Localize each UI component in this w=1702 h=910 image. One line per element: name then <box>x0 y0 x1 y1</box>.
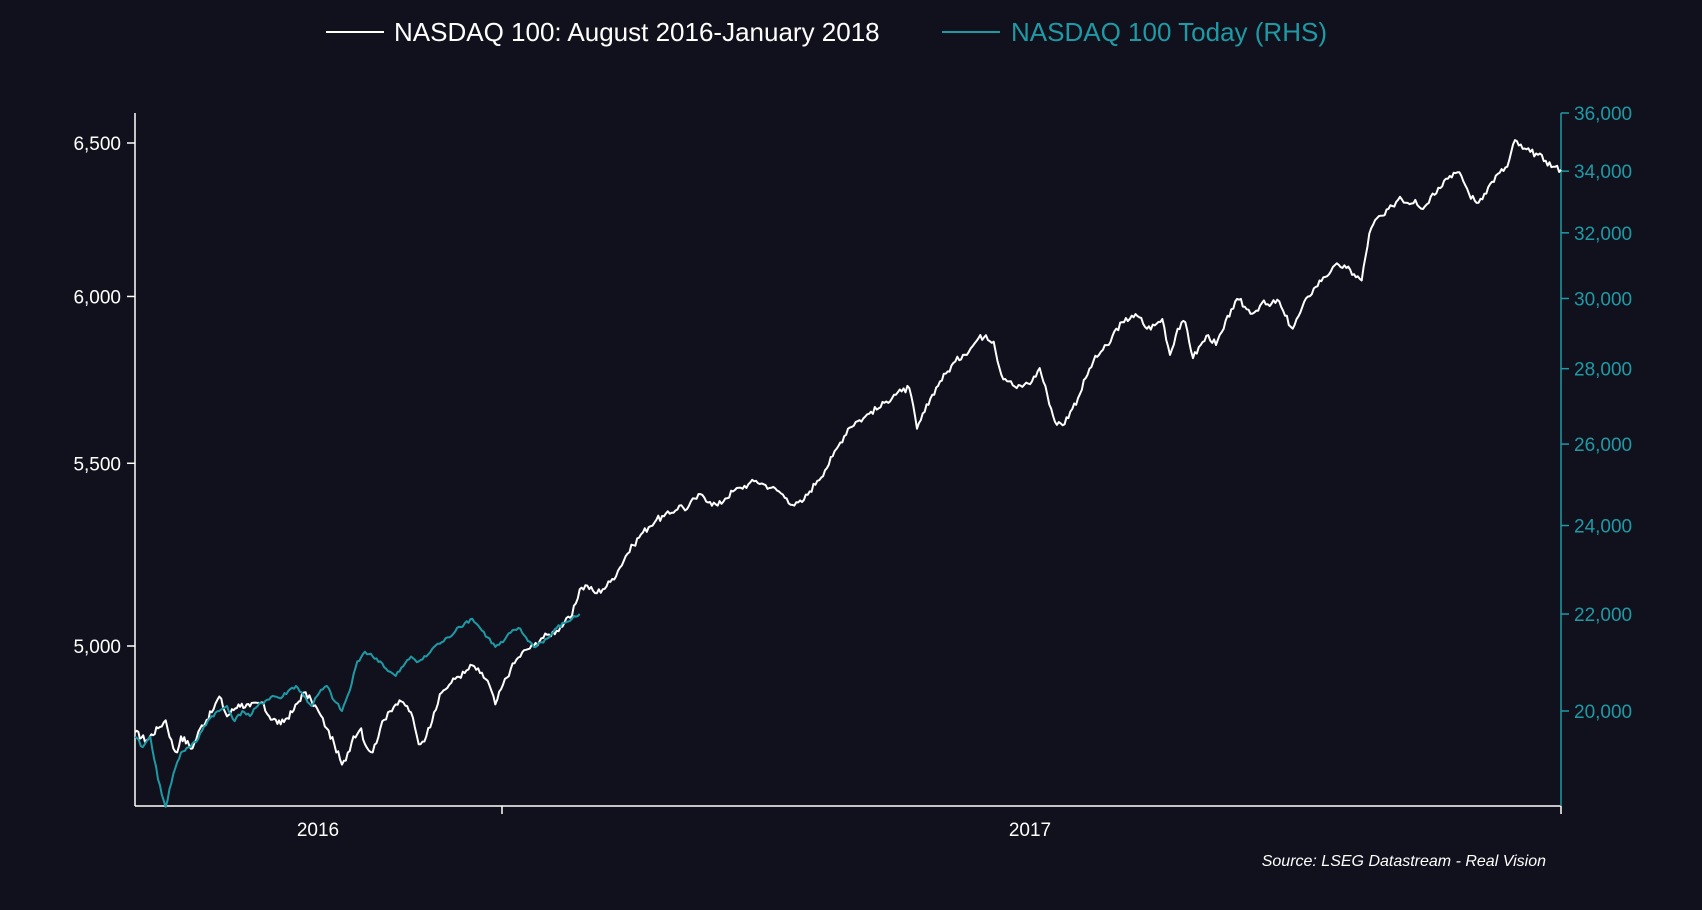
legend-label-nasdaq-2016-2018: NASDAQ 100: August 2016-January 2018 <box>394 17 880 47</box>
axes: 2016 2017 <box>134 113 1562 841</box>
right-tick-label: 28,000 <box>1574 360 1632 381</box>
left-tick-label: 5,000 <box>73 637 121 658</box>
right-tick-label: 26,000 <box>1574 435 1632 456</box>
left-tick-label: 6,500 <box>73 134 121 155</box>
x-tick-label-2016: 2016 <box>297 820 339 841</box>
series-layer <box>134 139 1562 808</box>
left-tick-label: 6,000 <box>73 287 121 308</box>
left-axis-ticks: 6,500 6,000 5,500 5,000 <box>73 134 135 658</box>
right-axis-ticks: 36,000 34,000 32,000 30,000 28,000 26,000 24,0… <box>1561 104 1632 723</box>
x-tick-label-2017: 2017 <box>1009 820 1051 841</box>
left-tick-label: 5,500 <box>73 454 121 475</box>
legend-label-nasdaq-today: NASDAQ 100 Today (RHS) <box>1011 17 1327 47</box>
right-tick-label: 34,000 <box>1574 162 1632 183</box>
right-tick-label: 30,000 <box>1574 289 1632 310</box>
right-tick-label: 22,000 <box>1574 605 1632 626</box>
right-tick-label: 24,000 <box>1574 517 1632 538</box>
series-line-nasdaq-today <box>134 613 581 808</box>
right-tick-label: 36,000 <box>1574 104 1632 125</box>
source-note: Source: LSEG Datastream - Real Vision <box>1262 853 1546 870</box>
right-tick-label: 32,000 <box>1574 224 1632 245</box>
series-line-nasdaq-2016-2018 <box>134 139 1562 766</box>
legend: NASDAQ 100: August 2016-January 2018 NAS… <box>326 17 1327 47</box>
right-tick-label: 20,000 <box>1574 702 1632 723</box>
